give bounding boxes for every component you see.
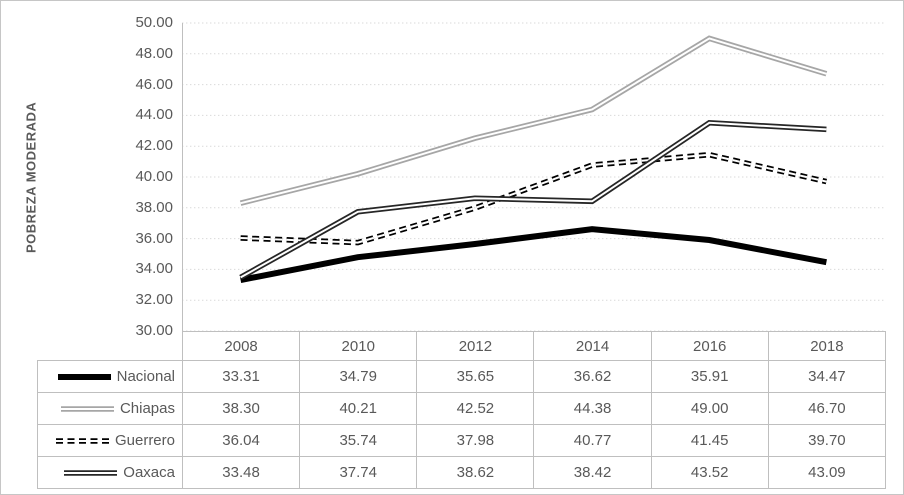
value-cell: 43.52 bbox=[650, 456, 769, 489]
series-line-oaxaca-gap bbox=[240, 121, 827, 279]
value-cell: 34.79 bbox=[299, 360, 418, 393]
series-name-label: Nacional bbox=[116, 368, 175, 385]
series-line-chiapas bbox=[239, 35, 828, 206]
value-cell: 44.38 bbox=[533, 392, 652, 425]
y-tick-label: 32.00 bbox=[135, 291, 173, 309]
value-cell: 36.62 bbox=[533, 360, 652, 393]
value-cell: 39.70 bbox=[767, 424, 887, 457]
value-cell: 37.98 bbox=[416, 424, 535, 457]
y-tick-label: 30.00 bbox=[135, 322, 173, 339]
y-tick-label: 36.00 bbox=[135, 229, 173, 247]
series-name-label: Chiapas bbox=[119, 400, 175, 417]
y-axis-title: POBREZA MODERADA bbox=[23, 101, 39, 253]
plot-area bbox=[182, 22, 885, 332]
y-tick-label: 34.00 bbox=[135, 260, 173, 278]
legend-entry: Oaxaca bbox=[39, 464, 182, 481]
value-cell: 34.47 bbox=[767, 360, 887, 393]
table-corner-cell bbox=[38, 332, 183, 361]
value-cell: 36.04 bbox=[181, 424, 301, 457]
series-name-label: Oaxaca bbox=[123, 464, 175, 481]
value-cell: 35.91 bbox=[650, 360, 769, 393]
series-line-guerrero-gap bbox=[240, 153, 827, 244]
year-header-cell: 2012 bbox=[416, 331, 535, 361]
legend-swatch-oaxaca bbox=[64, 469, 118, 476]
value-cell: 38.30 bbox=[181, 392, 301, 425]
y-tick-label: 48.00 bbox=[135, 44, 173, 62]
year-header-cell: 2016 bbox=[650, 331, 769, 361]
legend-swatch-guerrero bbox=[55, 437, 109, 444]
year-header-cell: 2010 bbox=[299, 331, 418, 361]
value-cell: 43.09 bbox=[767, 456, 887, 489]
year-header-cell: 2018 bbox=[767, 331, 887, 361]
value-cell: 37.74 bbox=[299, 456, 418, 489]
value-cell: 40.77 bbox=[533, 424, 652, 457]
table-row-chiapas: Chiapas 38.30 40.21 42.52 44.38 49.00 46.70 bbox=[37, 392, 887, 425]
value-cell: 41.45 bbox=[650, 424, 769, 457]
value-cell: 38.62 bbox=[416, 456, 535, 489]
data-table-body: 2008 2010 2012 2014 2016 2018 Nacional 33.31 34.… bbox=[37, 331, 887, 489]
legend-entry: Chiapas bbox=[39, 400, 182, 417]
y-tick-label: 46.00 bbox=[135, 75, 173, 93]
value-cell: 38.42 bbox=[533, 456, 652, 489]
value-cell: 42.52 bbox=[416, 392, 535, 425]
table-row-oaxaca: Oaxaca 33.48 37.74 38.62 38.42 43.52 43.09 bbox=[37, 456, 887, 489]
y-tick-label: 38.00 bbox=[135, 198, 173, 216]
legend-cell-nacional: Nacional bbox=[37, 360, 183, 393]
table-row-guerrero: Guerrero 36.04 35.74 37.98 40.77 41.45 39.70 bbox=[37, 424, 887, 457]
y-tick-label: 50.00 bbox=[135, 14, 173, 31]
legend-swatch-nacional bbox=[57, 373, 111, 380]
value-cell: 40.21 bbox=[299, 392, 418, 425]
legend-cell-oaxaca: Oaxaca bbox=[37, 456, 183, 489]
legend-cell-guerrero: Guerrero bbox=[37, 424, 183, 457]
legend-swatch-chiapas bbox=[60, 405, 114, 412]
series-line-chiapas-gap bbox=[240, 37, 827, 205]
legend-entry: Nacional bbox=[39, 368, 182, 385]
value-cell: 46.70 bbox=[767, 392, 887, 425]
y-axis-ticks: 50.00 48.00 46.00 44.00 42.00 40.00 38.00 36.00… bbox=[101, 1, 173, 341]
y-tick-label: 40.00 bbox=[135, 168, 173, 185]
value-cell: 33.48 bbox=[181, 456, 301, 489]
data-table: 2008 2010 2012 2014 2016 2018 Nacional 33.31 34.… bbox=[37, 331, 887, 489]
value-cell: 35.74 bbox=[299, 424, 418, 457]
y-tick-label: 44.00 bbox=[135, 106, 173, 124]
value-cell: 35.65 bbox=[416, 360, 535, 393]
series-line-nacional bbox=[240, 226, 827, 283]
year-header-cell: 2008 bbox=[181, 331, 301, 361]
year-header-cell: 2014 bbox=[533, 331, 652, 361]
legend-entry: Guerrero bbox=[39, 432, 182, 449]
value-cell: 33.31 bbox=[181, 360, 301, 393]
table-header-row: 2008 2010 2012 2014 2016 2018 bbox=[38, 331, 887, 361]
y-tick-label: 42.00 bbox=[135, 137, 173, 155]
series-name-label: Guerrero bbox=[114, 432, 175, 449]
value-cell: 49.00 bbox=[650, 392, 769, 425]
legend-cell-chiapas: Chiapas bbox=[37, 392, 183, 425]
table-row-nacional: Nacional 33.31 34.79 35.65 36.62 35.91 34.47 bbox=[37, 360, 887, 393]
